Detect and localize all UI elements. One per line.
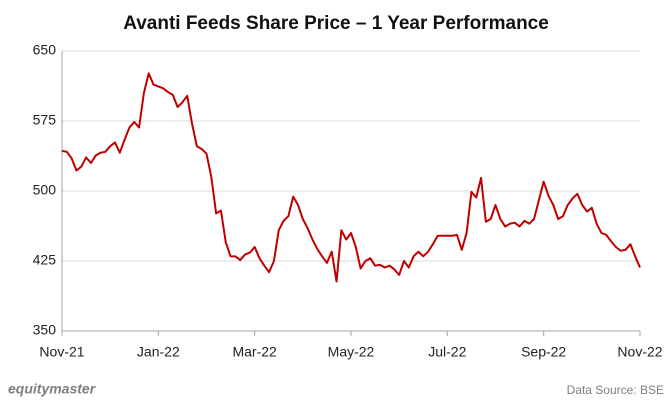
chart-title: Avanti Feeds Share Price – 1 Year Perfor… xyxy=(123,13,549,34)
x-tick-label: Jul-22 xyxy=(428,344,466,360)
x-tick-label: Nov-21 xyxy=(39,344,84,360)
x-tick-label: Sep-22 xyxy=(521,344,566,360)
y-tick-label: 650 xyxy=(33,42,57,58)
x-tick-label: Jan-22 xyxy=(137,344,180,360)
logo: equitymaster xyxy=(8,381,97,397)
y-tick-label: 425 xyxy=(33,252,57,268)
x-tick-label: Nov-22 xyxy=(617,344,662,360)
y-tick-label: 350 xyxy=(33,322,57,338)
x-tick-label: Mar-22 xyxy=(232,344,277,360)
source-note: Data Source: BSE xyxy=(567,383,664,397)
y-tick-label: 575 xyxy=(33,112,57,128)
price-line xyxy=(61,72,641,283)
x-tick-label: May-22 xyxy=(328,344,375,360)
y-tick-label: 500 xyxy=(33,182,57,198)
